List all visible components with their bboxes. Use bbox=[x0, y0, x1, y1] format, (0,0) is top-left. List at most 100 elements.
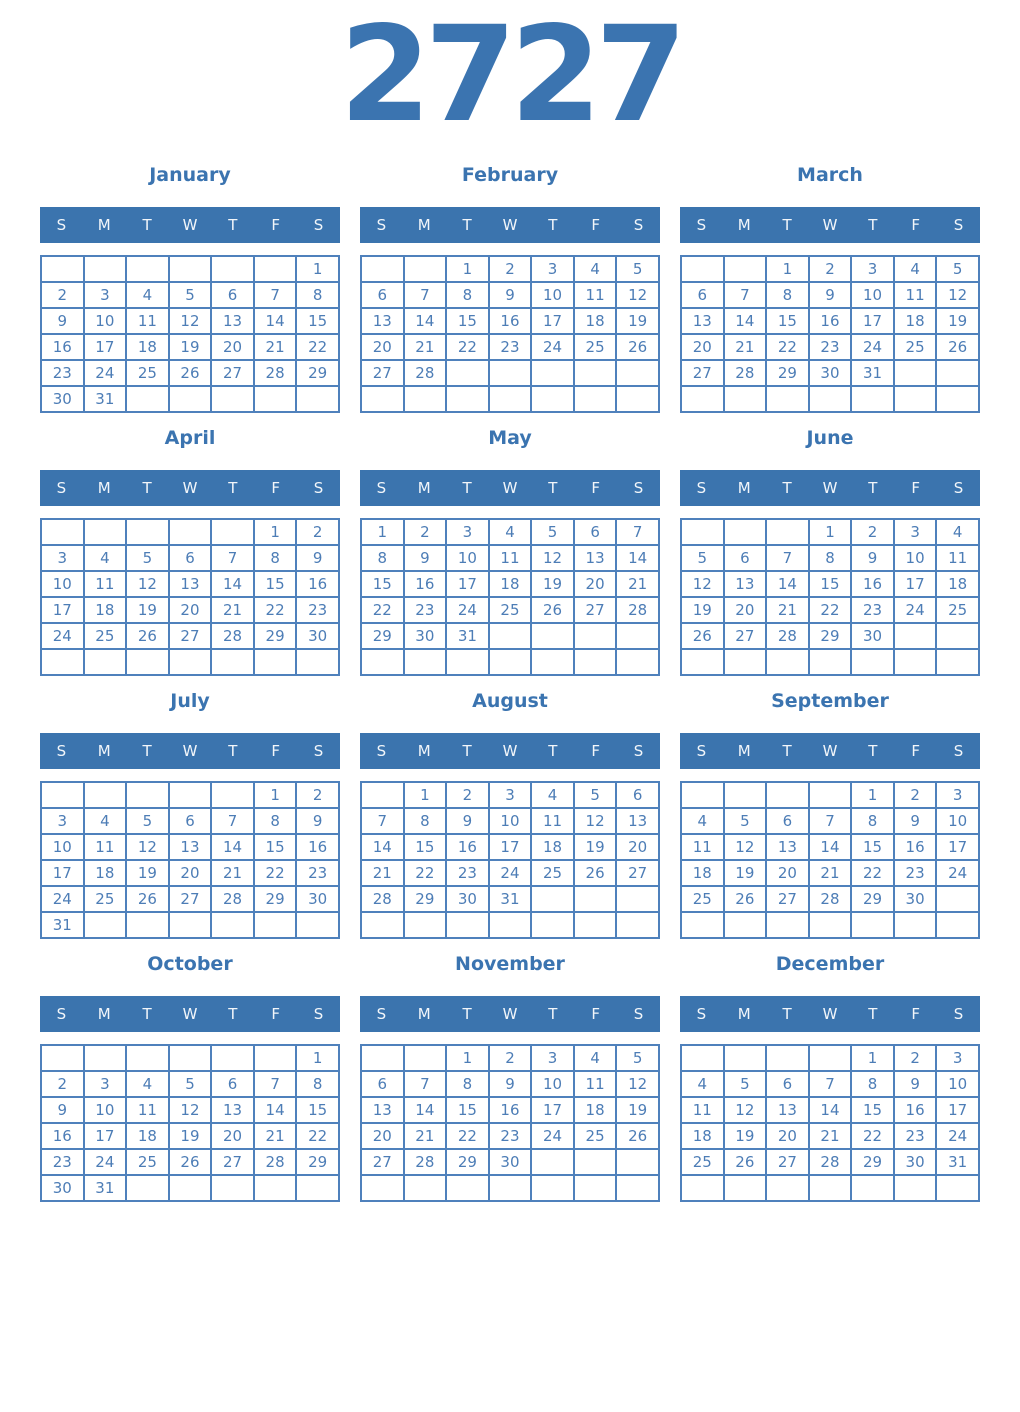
day-cell: 21 bbox=[210, 859, 255, 887]
day-cell: 10 bbox=[82, 307, 128, 335]
day-cell: 9 bbox=[892, 1070, 938, 1098]
day-cell: 1 bbox=[850, 1044, 895, 1072]
day-cell: 31 bbox=[445, 622, 490, 650]
day-cell: 15 bbox=[252, 833, 298, 861]
day-cell: 27 bbox=[167, 622, 213, 650]
day-cell: 28 bbox=[765, 622, 810, 650]
day-cell: 26 bbox=[572, 859, 618, 887]
day-cell: 27 bbox=[572, 596, 618, 624]
day-cell-empty bbox=[807, 1174, 853, 1202]
day-cell: 19 bbox=[722, 859, 768, 887]
weekday-label: W bbox=[502, 216, 518, 234]
day-cell: 20 bbox=[167, 859, 213, 887]
day-cell-empty bbox=[935, 385, 980, 413]
day-cell-empty bbox=[210, 385, 255, 413]
day-cell: 12 bbox=[680, 570, 725, 598]
day-cell: 15 bbox=[360, 570, 405, 598]
week-row: 16 17 18 19 20 21 22 bbox=[40, 333, 340, 361]
weekday-label: F bbox=[911, 1005, 921, 1023]
day-cell-empty bbox=[252, 385, 298, 413]
day-cell: 1 bbox=[252, 518, 298, 546]
weekday-label: F bbox=[591, 479, 601, 497]
day-cell-empty bbox=[572, 385, 618, 413]
day-cell-empty bbox=[765, 781, 810, 809]
day-cell-empty bbox=[360, 385, 405, 413]
day-cell-empty bbox=[850, 1174, 895, 1202]
day-cell-empty bbox=[680, 781, 725, 809]
day-cell: 18 bbox=[680, 1122, 725, 1150]
day-cell: 22 bbox=[445, 1122, 490, 1150]
weekday-label: W bbox=[822, 742, 838, 760]
day-cell: 12 bbox=[722, 1096, 768, 1124]
week-row: 4 5 6 7 8 9 10 bbox=[680, 807, 980, 835]
week-row: 6 7 8 9 10 11 12 bbox=[680, 281, 980, 309]
day-cell-empty bbox=[572, 1174, 618, 1202]
week-row: 1 bbox=[40, 1044, 340, 1072]
day-cell: 5 bbox=[572, 781, 618, 809]
day-cell: 11 bbox=[572, 1070, 618, 1098]
day-cell-empty bbox=[82, 255, 128, 283]
day-cell: 6 bbox=[167, 544, 213, 572]
day-cell: 1 bbox=[295, 1044, 340, 1072]
day-cell: 16 bbox=[295, 570, 340, 598]
weekday-label: S bbox=[376, 479, 387, 497]
day-cell: 22 bbox=[252, 596, 298, 624]
week-row: 17 18 19 20 21 22 23 bbox=[40, 859, 340, 887]
day-cell-empty bbox=[82, 518, 128, 546]
weekday-label: T bbox=[782, 216, 792, 234]
day-cell-empty bbox=[487, 385, 533, 413]
day-cell: 7 bbox=[402, 1070, 448, 1098]
day-cell-empty bbox=[722, 781, 768, 809]
day-cell-empty bbox=[572, 622, 618, 650]
weekday-label: S bbox=[953, 1005, 964, 1023]
day-cell: 11 bbox=[487, 544, 533, 572]
day-cell: 21 bbox=[807, 1122, 853, 1150]
day-cell: 7 bbox=[722, 281, 768, 309]
day-cell: 27 bbox=[615, 859, 660, 887]
day-cell-empty bbox=[445, 911, 490, 939]
day-cell-empty bbox=[167, 648, 213, 676]
week-row: 22 23 24 25 26 27 28 bbox=[360, 596, 660, 624]
month-title: June bbox=[806, 427, 854, 449]
day-cell-empty bbox=[167, 781, 213, 809]
weekday-label: T bbox=[228, 479, 238, 497]
day-cell: 17 bbox=[892, 570, 938, 598]
day-cell: 16 bbox=[445, 833, 490, 861]
day-cell: 14 bbox=[252, 1096, 298, 1124]
day-cell: 20 bbox=[765, 859, 810, 887]
day-cell: 9 bbox=[40, 307, 85, 335]
day-cell: 16 bbox=[40, 333, 85, 361]
week-row: 20 21 22 23 24 25 26 bbox=[360, 333, 660, 361]
day-cell-empty bbox=[125, 255, 170, 283]
day-cell-empty bbox=[402, 1174, 448, 1202]
day-cell: 4 bbox=[82, 807, 128, 835]
day-cell: 16 bbox=[892, 833, 938, 861]
weekday-label: W bbox=[182, 1005, 198, 1023]
day-cell-empty bbox=[935, 1174, 980, 1202]
day-cell-empty bbox=[210, 518, 255, 546]
day-cell: 10 bbox=[935, 1070, 980, 1098]
day-cell: 28 bbox=[402, 1148, 448, 1176]
day-cell: 14 bbox=[722, 307, 768, 335]
day-cell: 30 bbox=[40, 385, 85, 413]
day-cell: 14 bbox=[252, 307, 298, 335]
day-cell-empty bbox=[530, 622, 575, 650]
day-cell: 14 bbox=[360, 833, 405, 861]
day-cell: 1 bbox=[445, 1044, 490, 1072]
week-row: 1 bbox=[40, 255, 340, 283]
day-cell: 31 bbox=[40, 911, 85, 939]
weekday-label: T bbox=[142, 1005, 152, 1023]
week-row: 27 28 29 30 31 bbox=[680, 359, 980, 387]
day-cell: 25 bbox=[125, 1148, 170, 1176]
weekday-label: T bbox=[548, 1005, 558, 1023]
day-cell-empty bbox=[295, 385, 340, 413]
day-cell: 11 bbox=[892, 281, 938, 309]
day-cell: 25 bbox=[125, 359, 170, 387]
day-cell: 3 bbox=[445, 518, 490, 546]
day-cell: 9 bbox=[402, 544, 448, 572]
